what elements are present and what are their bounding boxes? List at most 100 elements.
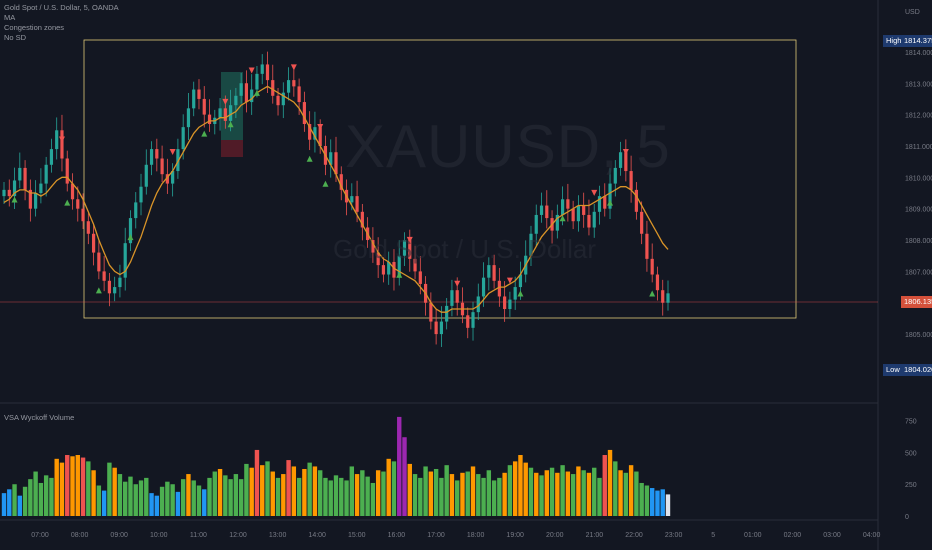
volume-bar xyxy=(449,474,455,516)
price-tick-label: 1812.000 xyxy=(905,113,932,120)
price-tick-label: 1805.000 xyxy=(905,332,932,339)
buy-signal-marker xyxy=(607,199,614,206)
volume-bar xyxy=(302,468,307,516)
volume-bar xyxy=(581,470,586,516)
moving-average-line xyxy=(3,85,669,313)
volume-bar xyxy=(354,474,360,516)
time-tick-label: 19:00 xyxy=(506,532,524,539)
volume-bar xyxy=(260,465,265,516)
volume-bar xyxy=(70,456,75,516)
volume-bar xyxy=(238,479,244,516)
volume-bar xyxy=(623,472,629,516)
volume-bar xyxy=(28,479,33,516)
sell-signal-marker xyxy=(317,123,324,130)
volume-bar xyxy=(391,461,397,516)
candle-body xyxy=(513,287,517,300)
candle-body xyxy=(91,233,96,253)
candle-body xyxy=(408,240,412,259)
volume-bar xyxy=(86,461,91,516)
candle-body xyxy=(276,95,280,106)
candle-body xyxy=(392,261,396,278)
volume-bar xyxy=(365,476,370,516)
candle-body xyxy=(39,183,43,193)
volume-bar xyxy=(455,480,460,516)
candle-body xyxy=(139,186,143,203)
candle-body xyxy=(455,290,459,303)
time-tick-label: 18:00 xyxy=(467,532,485,539)
candle-body xyxy=(350,196,354,203)
current-price-tag: 1806.135 xyxy=(901,296,932,308)
buy-signal-marker xyxy=(11,196,18,203)
candle-body xyxy=(128,218,133,244)
volume-bar xyxy=(370,482,376,516)
time-tick-label: 17:00 xyxy=(427,532,445,539)
volume-indicator-title[interactable]: VSA Wyckoff Volume xyxy=(4,413,75,422)
candle-body xyxy=(582,205,586,215)
volume-bar xyxy=(481,477,486,516)
candle-body xyxy=(181,127,185,150)
candle-body xyxy=(439,321,443,335)
candle-body xyxy=(60,130,64,159)
volume-bar xyxy=(570,474,576,516)
volume-bar xyxy=(523,462,528,516)
volume-bar xyxy=(12,484,17,516)
congestion-zone-box xyxy=(83,39,797,319)
volume-bar xyxy=(154,495,160,516)
volume-bar xyxy=(138,480,144,516)
volume-bar xyxy=(296,477,302,516)
currency-label: USD xyxy=(905,9,920,16)
candle-body xyxy=(223,108,227,121)
volume-bar xyxy=(49,477,54,516)
candle-body xyxy=(413,258,417,272)
candle-body xyxy=(376,252,380,266)
candle-body xyxy=(597,196,602,212)
candle-body xyxy=(308,124,312,140)
candle-body xyxy=(44,164,48,184)
time-tick-label: 21:00 xyxy=(586,532,604,539)
volume-bar xyxy=(397,416,402,516)
volume-bar xyxy=(133,484,138,516)
time-tick-label: 14:00 xyxy=(308,532,326,539)
candle-body xyxy=(281,92,285,106)
candle-body xyxy=(576,205,581,222)
time-tick-label: 08:00 xyxy=(71,532,89,539)
chart-legend: Gold Spot / U.S. Dollar, 5, OANDA MA Con… xyxy=(4,3,119,43)
sell-signal-marker xyxy=(248,67,255,74)
volume-tick-label: 750 xyxy=(905,419,917,426)
volume-bar xyxy=(59,462,65,516)
symbol-title[interactable]: Gold Spot / U.S. Dollar, 5, OANDA xyxy=(4,3,119,12)
volume-bar xyxy=(433,468,439,516)
volume-bar xyxy=(502,472,507,516)
volume-bar xyxy=(339,477,344,516)
indicator-ma-label[interactable]: MA xyxy=(4,13,16,22)
volume-bar xyxy=(202,489,207,516)
sell-signal-marker xyxy=(222,98,229,105)
time-tick-label: 13:00 xyxy=(269,532,287,539)
candle-body xyxy=(144,164,148,187)
candle-body xyxy=(566,199,570,209)
volume-bar xyxy=(180,479,186,516)
volume-bar xyxy=(244,463,249,516)
candle-body xyxy=(292,80,296,87)
volume-bar xyxy=(38,482,44,516)
candle-body xyxy=(539,205,544,215)
indicator-congestion-label[interactable]: Congestion zones xyxy=(4,23,65,32)
volume-bar xyxy=(328,480,333,516)
indicator-nosd-label[interactable]: No SD xyxy=(4,33,27,42)
candle-body xyxy=(571,208,575,222)
volume-bar xyxy=(665,494,671,516)
time-tick-label: 07:00 xyxy=(31,532,49,539)
time-tick-label: 10:00 xyxy=(150,532,168,539)
volume-bar xyxy=(117,474,123,516)
candle-body xyxy=(81,208,85,222)
volume-bar xyxy=(281,474,286,516)
candle-body xyxy=(23,167,27,190)
candle-body xyxy=(271,80,275,96)
candle-body xyxy=(650,258,654,275)
volume-bar xyxy=(101,490,107,516)
volume-bar xyxy=(512,461,518,516)
candle-body xyxy=(360,211,364,228)
candle-body xyxy=(107,280,111,294)
volume-bar xyxy=(175,491,181,516)
